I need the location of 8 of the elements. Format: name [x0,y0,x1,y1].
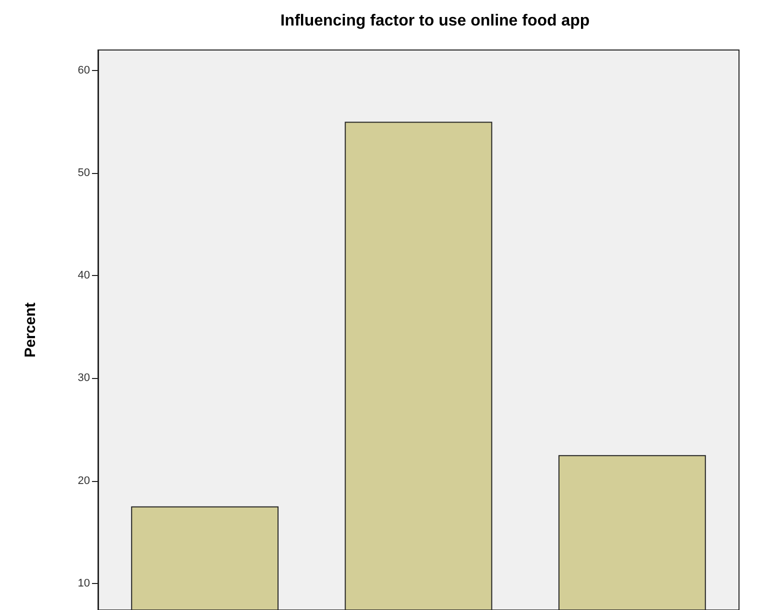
y-tick-label: 50 [78,167,90,180]
y-tick-label: 60 [78,64,90,77]
chart-title: Influencing factor to use online food app [280,12,590,30]
y-tick-label: 20 [78,474,90,487]
y-tick-label: 30 [78,372,90,384]
y-tick-label: 10 [78,577,90,590]
y-tick-label: 40 [78,270,90,282]
y-axis-title: Percent [22,302,39,358]
